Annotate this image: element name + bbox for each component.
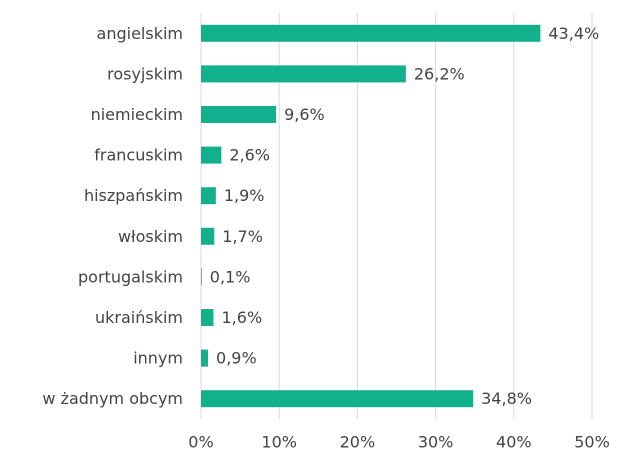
bar (201, 65, 406, 83)
bar (201, 24, 541, 42)
bar (201, 390, 474, 408)
y-tick-label: rosyjskim (107, 64, 183, 83)
y-tick-label: portugalskim (78, 267, 183, 286)
bar (201, 187, 216, 205)
bar (201, 146, 222, 164)
data-label: 2,6% (229, 146, 270, 165)
bar (201, 349, 209, 367)
x-tick-label: 30% (418, 433, 454, 452)
data-label: 0,1% (210, 267, 251, 286)
y-tick-label: włoskim (118, 227, 183, 246)
data-label: 1,9% (224, 186, 265, 205)
data-label: 34,8% (481, 389, 532, 408)
bar (201, 106, 277, 123)
y-tick-label: hiszpańskim (84, 186, 183, 205)
y-tick-label: francuskim (94, 146, 183, 165)
data-label: 9,6% (284, 105, 325, 124)
x-tick-label: 0% (188, 433, 213, 452)
bar (201, 309, 214, 326)
bar (201, 268, 202, 286)
data-label: 0,9% (216, 349, 257, 368)
data-label: 43,4% (548, 24, 599, 43)
data-label: 26,2% (414, 64, 465, 83)
data-label: 1,7% (222, 227, 263, 246)
data-label: 1,6% (222, 308, 263, 327)
x-tick-label: 40% (496, 433, 532, 452)
y-tick-label: ukraińskim (95, 308, 183, 327)
y-tick-label: w żadnym obcym (42, 389, 183, 408)
y-tick-label: innym (133, 349, 183, 368)
y-tick-label: niemieckim (91, 105, 183, 124)
y-tick-label: angielskim (97, 24, 183, 43)
bar (201, 227, 215, 245)
x-tick-label: 10% (261, 433, 297, 452)
x-tick-label: 50% (574, 433, 610, 452)
x-tick-label: 20% (340, 433, 376, 452)
